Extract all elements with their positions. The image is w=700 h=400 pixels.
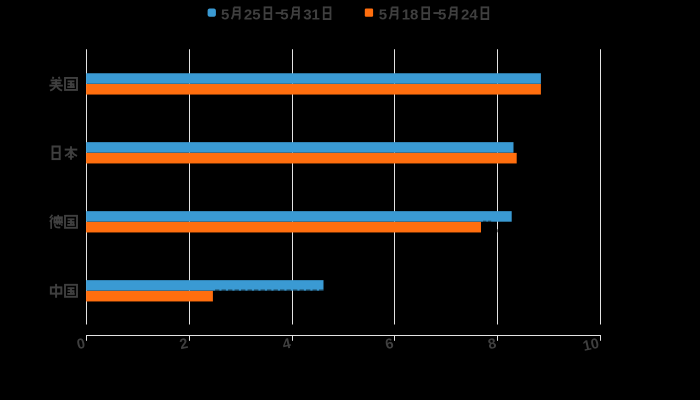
svg-text:0: 0 <box>76 336 87 353</box>
svg-text:8: 8 <box>487 336 498 353</box>
svg-text:5: 5 <box>221 7 229 24</box>
svg-text:25: 25 <box>244 7 261 24</box>
svg-text:5: 5 <box>280 7 288 24</box>
svg-text:5: 5 <box>379 7 387 24</box>
svg-text:18: 18 <box>402 7 419 24</box>
svg-text:4: 4 <box>281 336 292 353</box>
svg-text:2: 2 <box>178 336 189 353</box>
svg-text:6: 6 <box>384 336 395 353</box>
svg-text:24: 24 <box>461 7 478 24</box>
svg-text:31: 31 <box>303 7 320 24</box>
svg-text:10: 10 <box>582 336 601 355</box>
svg-text:5: 5 <box>438 7 446 24</box>
